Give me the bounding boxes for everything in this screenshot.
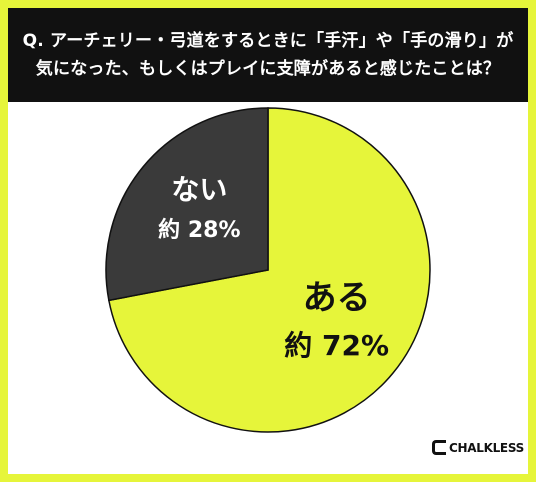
- slice-label-1: ない: [171, 173, 227, 206]
- chalkless-logo: CHALKLESS: [432, 440, 524, 455]
- pie-slice-0: [107, 107, 431, 433]
- chalkless-c-icon: [432, 440, 446, 455]
- pie-slice-1: [105, 107, 269, 302]
- question-title-line-1: Q. アーチェリー・弓道をするときに「手汗」や「手の滑り」が: [22, 31, 514, 51]
- slice-value-label-0: 約 72%: [284, 329, 389, 362]
- question-title-line-2: 気になった、もしくはプレイに支障があると感じたことは？: [35, 59, 501, 79]
- slice-label-0: ある: [303, 278, 371, 318]
- question-title: Q. アーチェリー・弓道をするときに「手汗」や「手の滑り」が 気になった、もしく…: [8, 8, 528, 102]
- chalkless-logo-text: CHALKLESS: [449, 440, 524, 455]
- slice-value-label-1: 約 28%: [158, 217, 240, 243]
